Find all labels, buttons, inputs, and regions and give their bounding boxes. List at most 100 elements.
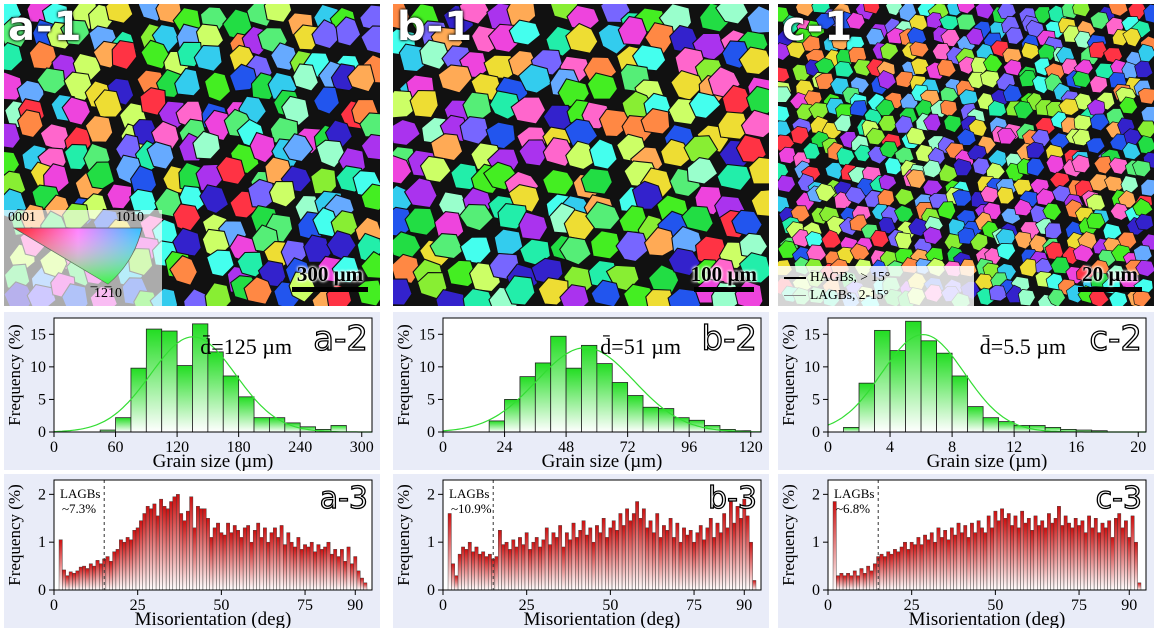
- histogram-bar: [484, 556, 489, 591]
- y-tick-label: 10: [804, 359, 820, 376]
- grain: [183, 288, 211, 306]
- histogram-bar: [1040, 520, 1045, 591]
- histogram-bar: [1043, 527, 1048, 591]
- histogram-bar: [874, 329, 891, 433]
- histogram-bar: [159, 498, 163, 591]
- x-tick-label: 25: [130, 597, 146, 614]
- histogram-bar: [1010, 525, 1014, 591]
- histogram-bar: [1047, 513, 1051, 591]
- grain: [263, 4, 293, 23]
- grain: [802, 142, 821, 160]
- histogram-c-2: 0 4 8 12 16 20 0 5 10 15 Grain size (µm) Frequency …: [778, 312, 1154, 472]
- histogram-bar: [739, 518, 743, 591]
- histogram-bar: [998, 421, 1015, 433]
- grain: [1072, 70, 1092, 88]
- grain: [1071, 154, 1091, 174]
- histogram-bar: [852, 570, 857, 591]
- x-tick-label: 48: [558, 439, 574, 456]
- grain: [996, 186, 1015, 205]
- histogram-bar: [578, 530, 583, 591]
- histogram-bar: [595, 525, 599, 591]
- histogram-bar: [1137, 582, 1142, 591]
- grain: [1122, 141, 1142, 160]
- grain-size-chart: 0 60 120 180 240 300 0 5 10 15 Grain size (µm) Freq…: [4, 312, 380, 472]
- histogram-bar: [514, 546, 519, 591]
- grain: [203, 71, 232, 103]
- histogram-bar: [192, 527, 197, 591]
- histogram-bar: [319, 549, 324, 591]
- histogram-bar: [447, 513, 452, 591]
- histogram-bar: [695, 532, 700, 591]
- grain: [778, 86, 793, 103]
- histogram-b-2: 0 24 48 72 96 120 0 5 10 15 Grain size (µm) Frequen…: [393, 312, 769, 472]
- grain: [716, 163, 752, 192]
- histogram-bar: [488, 420, 505, 433]
- histogram-bar: [615, 530, 619, 591]
- panel-label: b-2: [702, 319, 757, 359]
- histogram-bar: [75, 570, 80, 591]
- histogram-bar: [457, 553, 462, 591]
- histogram-bar: [283, 544, 287, 591]
- histogram-bar: [269, 417, 286, 433]
- grain: [1127, 4, 1148, 21]
- histogram-bar: [993, 510, 998, 591]
- grain: [878, 115, 897, 132]
- scale-line: [292, 287, 368, 292]
- grain: [1072, 4, 1091, 18]
- histogram-bar: [239, 537, 244, 591]
- histogram-bar: [899, 546, 904, 591]
- mean-grain-size: d̄=5.5 µm: [980, 334, 1066, 359]
- histogram-bar: [252, 530, 257, 591]
- histogram-bar: [883, 556, 887, 591]
- grain: [778, 146, 797, 164]
- grain: [205, 249, 235, 278]
- histogram-bar: [256, 522, 261, 591]
- grain: [1118, 96, 1139, 115]
- histogram-bar: [1016, 527, 1021, 591]
- y-tick-label: 0: [812, 424, 820, 441]
- histogram-bar: [1057, 506, 1061, 591]
- grain: [1108, 290, 1128, 306]
- histogram-bar: [866, 565, 871, 591]
- histogram-bar: [346, 546, 351, 591]
- x-tick-label: 90: [1121, 597, 1137, 614]
- grain: [956, 4, 976, 15]
- histogram-bar: [95, 560, 100, 591]
- histogram-bar: [588, 527, 593, 591]
- histogram-bar: [960, 532, 964, 591]
- grain: [585, 201, 621, 231]
- x-tick-label: 24: [497, 439, 513, 456]
- histogram-bar: [62, 569, 66, 591]
- histogram-bar: [273, 527, 277, 591]
- scale-line: [693, 287, 754, 292]
- x-tick-label: 16: [1068, 439, 1084, 456]
- grain: [169, 255, 199, 286]
- histogram-bar: [641, 508, 646, 591]
- histogram-bar: [149, 508, 153, 591]
- grain: [740, 109, 769, 139]
- grain: [965, 27, 985, 46]
- histogram-bar: [1083, 532, 1088, 591]
- histogram-bar: [1013, 515, 1018, 591]
- histogram-bar: [1097, 532, 1102, 591]
- histogram-bar: [544, 527, 549, 591]
- histogram-bar: [306, 546, 311, 591]
- histogram-bar: [182, 520, 187, 591]
- histogram-bar: [558, 525, 563, 591]
- histogram-bar: [906, 549, 911, 591]
- x-tick-label: 50: [602, 597, 618, 614]
- grain: [870, 229, 890, 248]
- y-tick-label: 10: [419, 359, 435, 376]
- grain: [849, 100, 868, 117]
- histogram-bar: [611, 520, 616, 591]
- histogram-bar: [550, 335, 567, 433]
- grain: [216, 155, 246, 186]
- histogram-bar: [1114, 518, 1118, 591]
- histogram-bar: [296, 537, 301, 591]
- grain: [86, 161, 116, 190]
- histogram-bar: [735, 506, 740, 591]
- histogram-bar: [645, 527, 650, 591]
- histogram-bar: [1103, 527, 1108, 591]
- grain: [996, 243, 1017, 261]
- ipf-triangle-icon: [12, 227, 143, 285]
